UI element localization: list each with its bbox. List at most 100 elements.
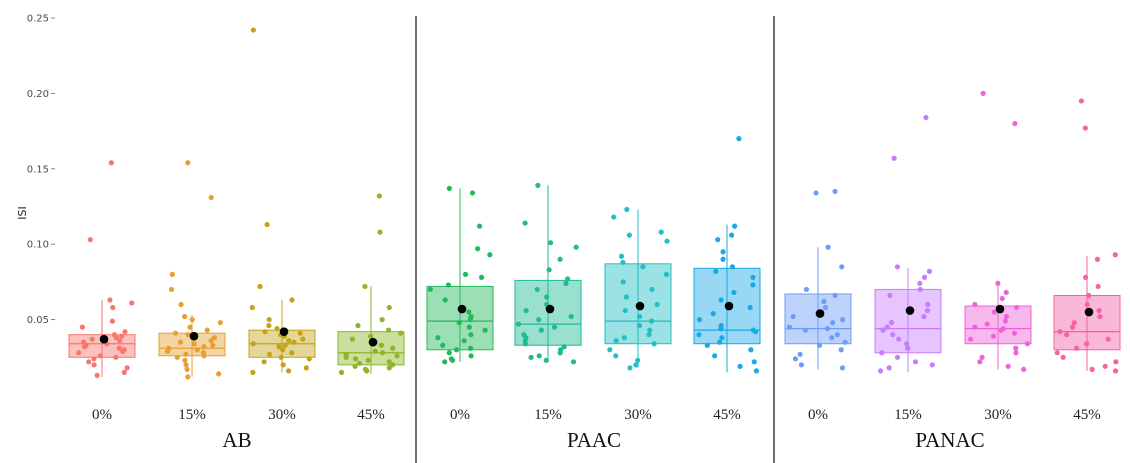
data-point [1005,363,1011,369]
data-point [390,362,396,368]
x-tick-label: 45% [713,407,741,423]
data-point [461,338,467,344]
data-point [109,318,115,324]
data-point [557,256,563,262]
data-point [751,359,757,365]
mean-point [995,304,1005,314]
data-point [839,264,845,270]
data-point [169,271,175,277]
data-point [440,342,446,348]
data-point [802,327,808,333]
data-point [925,301,931,308]
data-point [715,237,721,243]
data-point [717,339,723,345]
data-point [557,350,563,356]
data-point [194,347,200,353]
data-point [704,342,710,348]
mean-point [368,337,378,347]
x-tick-label: 15% [178,407,206,423]
data-point [896,336,902,342]
data-point [297,330,303,336]
data-point [921,274,928,280]
data-point [1086,292,1092,299]
data-point [887,292,893,299]
data-point [79,324,85,330]
data-point [1078,98,1084,104]
box-paac-15pct [514,182,582,365]
x-tick-labels: 0% 15% 30% 45% 0% 15% 30% 45% 0% 15% 30% 45% [92,407,1101,423]
data-point [189,317,195,323]
data-point [972,324,978,330]
data-point [289,350,295,356]
data-point [250,341,256,347]
data-point [834,332,840,338]
data-point [289,297,295,303]
data-point [917,286,923,293]
data-point [886,365,892,371]
box-paac-45pct [693,136,761,374]
data-point [462,271,469,277]
data-point [208,194,214,201]
data-point [1094,256,1101,262]
y-tick-label: 0.20 [27,89,49,100]
box-rect [784,293,852,345]
data-point [640,264,646,270]
data-point [278,354,284,360]
data-point [926,268,933,274]
x-tick-label: 15% [894,407,922,423]
y-tick-label: 0.10 [27,240,49,251]
data-point [266,351,273,357]
data-point [121,369,127,375]
data-point [390,345,396,351]
mean-point [815,309,825,318]
data-point [718,297,724,303]
data-point [1102,363,1108,369]
data-point [185,332,191,338]
data-point [929,362,935,368]
data-point [286,338,292,344]
data-point [824,326,830,332]
data-point [355,323,361,329]
data-point [561,344,567,350]
data-point [972,301,978,308]
mean-point [545,304,555,314]
data-point [719,335,725,341]
data-point [522,341,529,347]
panel-separators [415,16,775,463]
data-point [830,320,836,326]
data-point [119,333,125,339]
data-point [879,350,885,356]
data-point [257,283,263,290]
data-point [647,327,653,333]
data-point [737,363,743,369]
data-point [984,321,990,327]
data-point [89,336,95,342]
data-point [718,326,724,332]
data-point [573,244,579,250]
data-point [998,327,1004,333]
data-point [164,348,171,354]
x-tick-label: 30% [984,407,1012,423]
data-point [442,297,448,303]
data-point [515,321,522,327]
data-point [528,354,534,360]
data-point [282,342,288,348]
data-point [825,244,831,250]
data-point [1057,329,1063,335]
data-point [747,304,753,311]
box-ab-30pct [248,27,316,375]
data-point [482,327,488,333]
data-point [285,368,292,374]
data-point [467,317,473,323]
data-point [626,232,632,238]
y-axis-label: ISI [16,206,29,219]
mean-point [635,301,645,311]
data-point [266,317,272,323]
data-point [446,350,452,356]
data-point [894,264,900,270]
data-point [636,323,643,329]
data-point [91,356,97,362]
data-point [291,339,297,345]
data-point [120,348,126,354]
data-point [76,350,82,356]
